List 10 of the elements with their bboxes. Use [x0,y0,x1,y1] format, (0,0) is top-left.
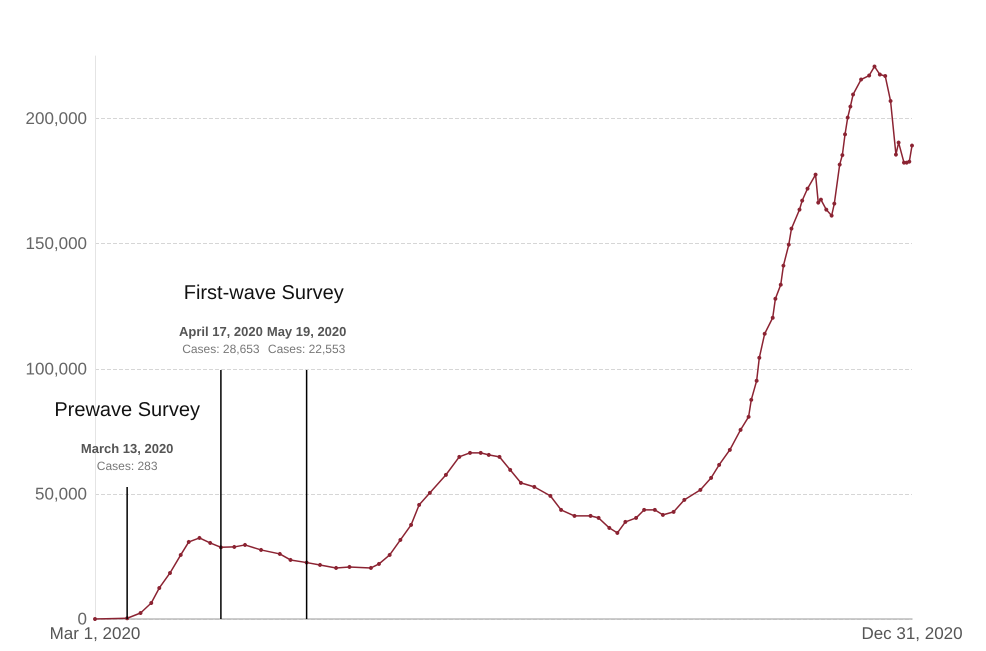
annotation: First-wave Survey [184,282,344,304]
y-tick-label: 50,000 [35,484,87,504]
ref-line-label: May 19, 2020 Cases: 22,553 [266,324,346,356]
y-tick-label: 200,000 [26,109,87,128]
ref-line-label: April 17, 2020 Cases: 28,653 [178,324,263,356]
annotation: Prewave Survey [54,399,200,421]
ref-line-label: March 13, 2020 Cases: 283 [80,441,174,473]
x-tick-label: Dec 31, 2020 [861,624,963,643]
y-tick-label: 150,000 [26,234,87,254]
y-tick-label: 100,000 [26,359,87,378]
